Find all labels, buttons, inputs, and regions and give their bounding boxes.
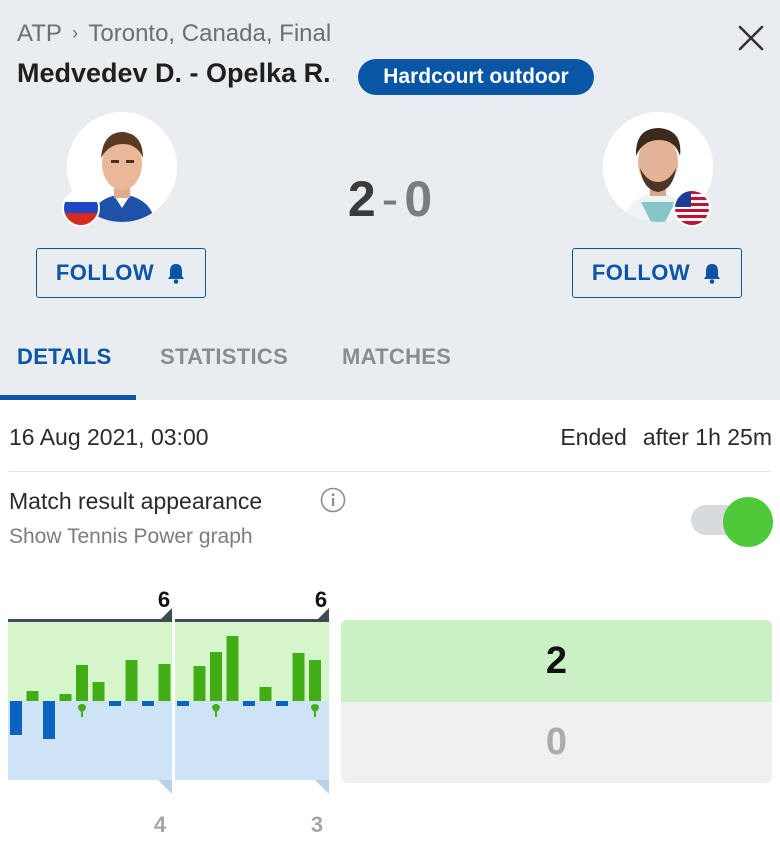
power-bar (177, 701, 189, 706)
set-marker-top (315, 608, 329, 622)
follow-home-button[interactable]: FOLLOW (36, 248, 206, 298)
bell-icon (704, 264, 721, 284)
score-dash: - (381, 171, 399, 227)
match-duration: after 1h 25m (642, 424, 772, 450)
tab-statistics[interactable]: STATISTICS (160, 344, 289, 369)
power-bar (43, 701, 55, 739)
power-bar (226, 636, 239, 701)
match-header: ATP › Toronto, Canada, Final Medvedev D.… (0, 0, 780, 400)
breadcrumb-separator: › (72, 23, 79, 43)
set-marker-bottom (315, 780, 329, 794)
power-bar (59, 694, 72, 701)
surface-badge: Hardcourt outdoor (358, 59, 594, 95)
power-bar (92, 682, 105, 701)
toggle-knob[interactable] (723, 497, 773, 547)
result-box: 2 0 (341, 620, 772, 783)
russia-flag-icon (62, 189, 100, 227)
power-bar (276, 701, 288, 706)
match-title: Medvedev D. - Opelka R. (17, 58, 331, 88)
tennis-power-graph: 6 4 6 3 (8, 587, 329, 837)
home-area (8, 622, 172, 701)
power-bar (193, 666, 206, 701)
breadcrumb-tour[interactable]: ATP (17, 20, 62, 47)
active-tab-indicator (0, 395, 136, 400)
bell-icon (168, 264, 185, 284)
set-top-line (175, 619, 329, 622)
power-bar (76, 665, 88, 701)
result-away: 0 (341, 702, 772, 783)
set-divider (172, 617, 175, 785)
power-bar (142, 701, 154, 706)
break-icon (311, 704, 319, 717)
power-bar (10, 701, 22, 735)
power-bar (26, 691, 39, 701)
usa-flag-icon (673, 189, 711, 227)
tab-matches[interactable]: MATCHES (342, 344, 452, 369)
power-bar (210, 652, 222, 701)
away-area (8, 701, 172, 780)
set-marker-top (158, 608, 172, 622)
appearance-label: Match result appearance (9, 488, 263, 514)
set-home-score: 6 (315, 587, 327, 612)
away-area (175, 701, 329, 780)
set-away-score: 4 (154, 812, 167, 837)
power-bar (243, 701, 255, 706)
set-top-line (8, 619, 172, 622)
match-datetime: 16 Aug 2021, 03:00 (9, 424, 209, 450)
away-score: 0 (404, 171, 433, 227)
info-icon[interactable] (320, 487, 346, 513)
home-player-avatar[interactable] (67, 112, 177, 222)
match-status: Ended after 1h 25m (560, 424, 772, 451)
break-icon (78, 704, 86, 717)
power-bar (125, 660, 138, 701)
power-bar (309, 660, 321, 701)
tab-details[interactable]: DETAILS (17, 344, 112, 369)
set-away-score: 3 (311, 812, 323, 837)
close-icon[interactable] (737, 24, 765, 52)
appearance-sublabel: Show Tennis Power graph (9, 525, 253, 548)
follow-away-label: FOLLOW (591, 260, 691, 285)
home-score: 2 (347, 171, 376, 227)
result-home: 2 (341, 620, 772, 702)
set-home-score: 6 (158, 587, 170, 612)
power-bar (292, 653, 305, 701)
match-score: 2-0 (300, 170, 480, 228)
status-text: Ended (560, 424, 627, 450)
follow-away-button[interactable]: FOLLOW (572, 248, 742, 298)
breadcrumb: ATP › Toronto, Canada, Final (17, 20, 331, 48)
set-marker-bottom (158, 780, 172, 794)
breadcrumb-event[interactable]: Toronto, Canada, Final (88, 20, 332, 47)
divider (9, 471, 771, 472)
power-bar (158, 664, 171, 701)
power-bar (259, 687, 272, 701)
follow-home-label: FOLLOW (55, 260, 155, 285)
break-icon (212, 704, 220, 717)
power-bar (109, 701, 121, 706)
